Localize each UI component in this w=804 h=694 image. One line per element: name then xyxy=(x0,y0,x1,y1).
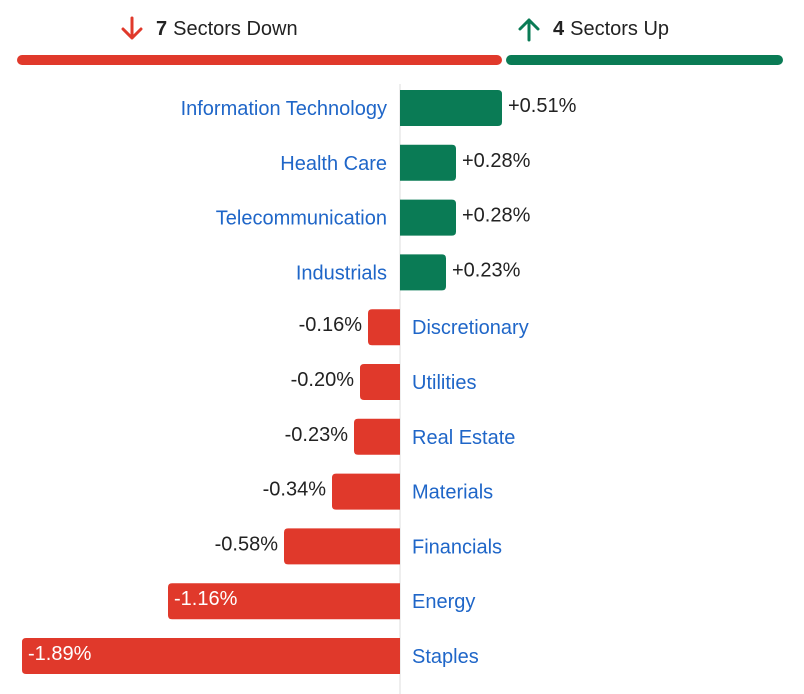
arrow-down-icon xyxy=(121,16,143,40)
value-label-1: +0.28% xyxy=(462,150,531,172)
sectors-up-summary: 4 Sectors Up xyxy=(517,14,669,44)
category-label-9: Energy xyxy=(412,591,475,613)
category-label-7: Materials xyxy=(412,482,493,504)
value-label-7: -0.34% xyxy=(263,479,327,501)
value-label-9: -1.16% xyxy=(174,588,238,610)
bar-10 xyxy=(22,638,400,674)
value-label-8: -0.58% xyxy=(215,533,279,555)
bar-7 xyxy=(332,473,400,510)
category-label-4: Discretionary xyxy=(412,317,529,339)
value-label-2: +0.28% xyxy=(462,205,531,227)
sectors-down-label: Sectors Down xyxy=(173,17,298,40)
sectors-down-summary: 7 Sectors Down xyxy=(120,14,298,44)
value-label-3: +0.23% xyxy=(452,259,521,281)
value-label-10: -1.89% xyxy=(28,643,92,665)
bar-6 xyxy=(354,418,400,455)
category-label-8: Financials xyxy=(412,536,502,558)
sectors-down-bar xyxy=(17,55,502,65)
bar-3 xyxy=(400,254,446,291)
category-label-1: Health Care xyxy=(280,153,387,175)
sectors-down-count: 7 xyxy=(156,17,168,40)
value-label-4: -0.16% xyxy=(299,314,363,336)
bar-2 xyxy=(400,199,456,236)
bar-8 xyxy=(284,528,400,565)
bar-9 xyxy=(168,583,400,620)
category-label-0: Information Technology xyxy=(181,98,387,120)
category-label-3: Industrials xyxy=(296,262,387,284)
category-label-2: Telecommunication xyxy=(216,208,387,230)
bar-5 xyxy=(360,364,400,400)
sectors-up-label: Sectors Up xyxy=(570,17,670,40)
bar-0 xyxy=(400,90,502,126)
arrow-up-icon xyxy=(518,18,540,42)
value-label-0: +0.51% xyxy=(508,95,577,117)
value-label-6: -0.23% xyxy=(285,424,349,446)
sectors-up-count: 4 xyxy=(553,17,565,40)
category-label-5: Utilities xyxy=(412,372,476,394)
bar-1 xyxy=(400,144,456,181)
sector-summary: 7 Sectors Down 4 Sectors Up xyxy=(0,0,804,70)
sectors-up-bar xyxy=(505,55,783,65)
category-label-10: Staples xyxy=(412,646,479,668)
value-label-5: -0.20% xyxy=(291,369,355,391)
bar-4 xyxy=(368,309,400,346)
category-label-6: Real Estate xyxy=(412,427,515,449)
